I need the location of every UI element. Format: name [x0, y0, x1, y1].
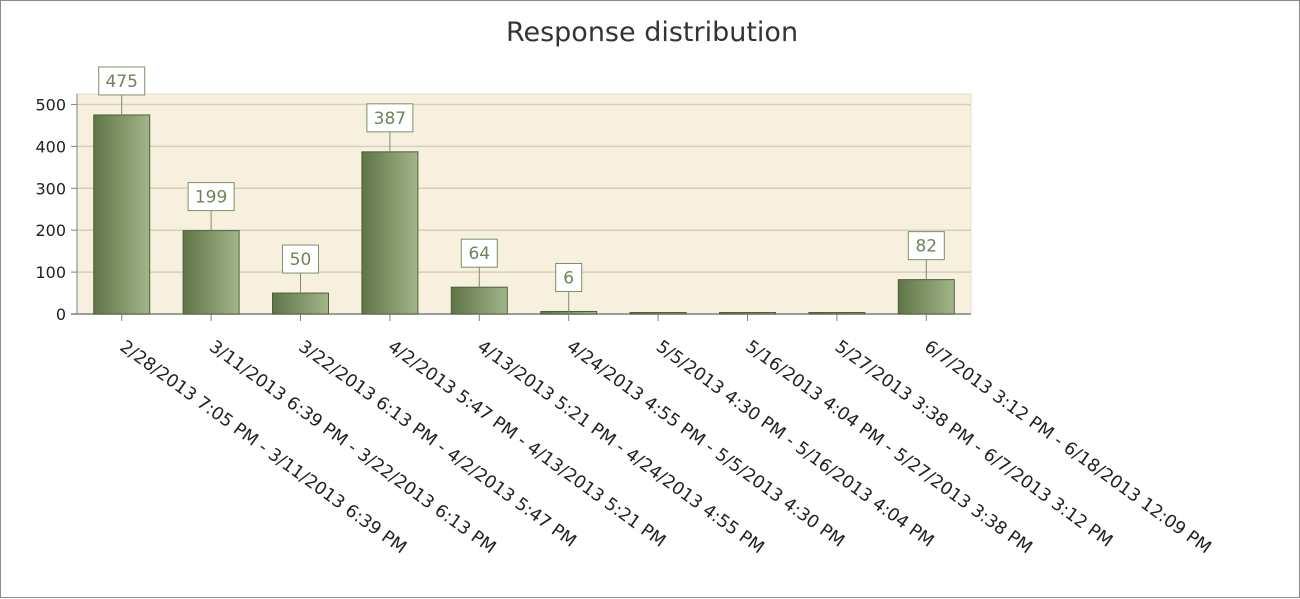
bar: [719, 312, 776, 315]
y-tick-label: 400: [35, 137, 66, 156]
bar: [182, 230, 240, 315]
data-label: 64: [468, 244, 490, 264]
data-label-box: [98, 66, 146, 96]
y-tick-label: 300: [35, 179, 66, 198]
data-label: 82: [915, 237, 937, 257]
data-label: 475: [105, 72, 137, 92]
data-label-box: [460, 238, 498, 268]
y-tick-label: 100: [35, 263, 66, 282]
bar: [897, 279, 955, 315]
data-label-box: [282, 244, 319, 274]
data-label-box: [907, 231, 945, 261]
bar: [450, 286, 508, 315]
y-tick-label: 500: [35, 95, 66, 114]
chart-title: Response distribution: [506, 17, 798, 48]
bar: [629, 312, 687, 315]
bar: [272, 292, 329, 315]
data-label: 50: [290, 250, 312, 270]
bar: [540, 310, 598, 315]
data-label: 199: [195, 188, 227, 208]
bar: [93, 114, 151, 315]
data-label: 387: [374, 109, 406, 129]
data-label-box: [187, 182, 235, 212]
y-tick-label: 200: [35, 221, 66, 240]
data-label-box: [366, 103, 414, 133]
bar: [808, 312, 866, 315]
bar: [361, 151, 419, 315]
y-tick-label: 0: [56, 305, 66, 324]
data-label: 6: [563, 268, 574, 288]
data-label-box: [555, 262, 583, 292]
